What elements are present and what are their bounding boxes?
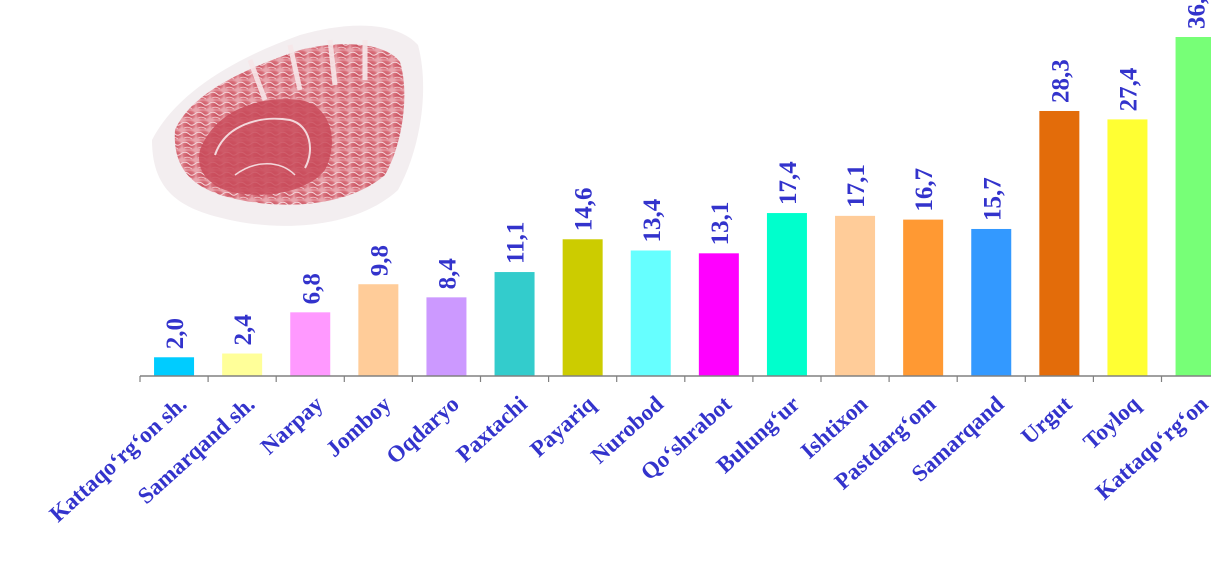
category-label: Oqdaryo bbox=[382, 391, 464, 469]
category-label: Samarqand sh. bbox=[133, 391, 260, 509]
bar bbox=[426, 297, 467, 376]
data-label: 36,2 bbox=[1184, 0, 1211, 29]
data-label: 17,1 bbox=[843, 164, 870, 208]
data-label: 27,4 bbox=[1115, 67, 1142, 111]
category-label: Paxtachi bbox=[452, 391, 533, 467]
bar bbox=[1175, 37, 1211, 376]
bar bbox=[562, 239, 603, 376]
data-label: 13,1 bbox=[707, 202, 734, 246]
data-label: 2,0 bbox=[162, 318, 189, 349]
category-label: Narpay bbox=[256, 391, 328, 460]
bar bbox=[630, 250, 671, 376]
data-label: 6,8 bbox=[298, 273, 325, 304]
bars-group bbox=[154, 37, 1211, 377]
bar bbox=[222, 353, 263, 376]
category-labels-group: Kattaqo‘rg‘on sh.Samarqand sh.NarpayJomb… bbox=[45, 391, 1211, 527]
bar bbox=[766, 213, 807, 376]
bar bbox=[494, 272, 535, 376]
bar bbox=[1039, 110, 1080, 377]
data-label: 28,3 bbox=[1047, 59, 1074, 103]
data-label: 14,6 bbox=[571, 188, 598, 232]
data-label: 9,8 bbox=[366, 245, 393, 276]
meat-image bbox=[152, 25, 424, 226]
value-labels-group: 2,0 2,4 6,8 9,8 8,4 11,1 14,6 13,4 13,1 17,4 17,1 1… bbox=[162, 0, 1211, 349]
bar bbox=[358, 284, 399, 376]
data-label: 17,4 bbox=[775, 161, 802, 205]
data-label: 2,4 bbox=[230, 314, 257, 346]
bar bbox=[1107, 119, 1148, 376]
bar bbox=[698, 253, 739, 376]
bar bbox=[971, 228, 1012, 376]
category-label: Urgut bbox=[1016, 391, 1077, 449]
data-label: 11,1 bbox=[503, 222, 530, 264]
x-axis bbox=[139, 375, 1211, 382]
bar bbox=[835, 215, 876, 376]
data-label: 13,4 bbox=[639, 198, 666, 242]
data-label: 8,4 bbox=[434, 258, 461, 290]
bar bbox=[903, 219, 944, 376]
bar bbox=[290, 312, 331, 376]
data-label: 16,7 bbox=[911, 168, 938, 212]
bar bbox=[154, 357, 195, 376]
data-label: 15,7 bbox=[979, 177, 1006, 221]
